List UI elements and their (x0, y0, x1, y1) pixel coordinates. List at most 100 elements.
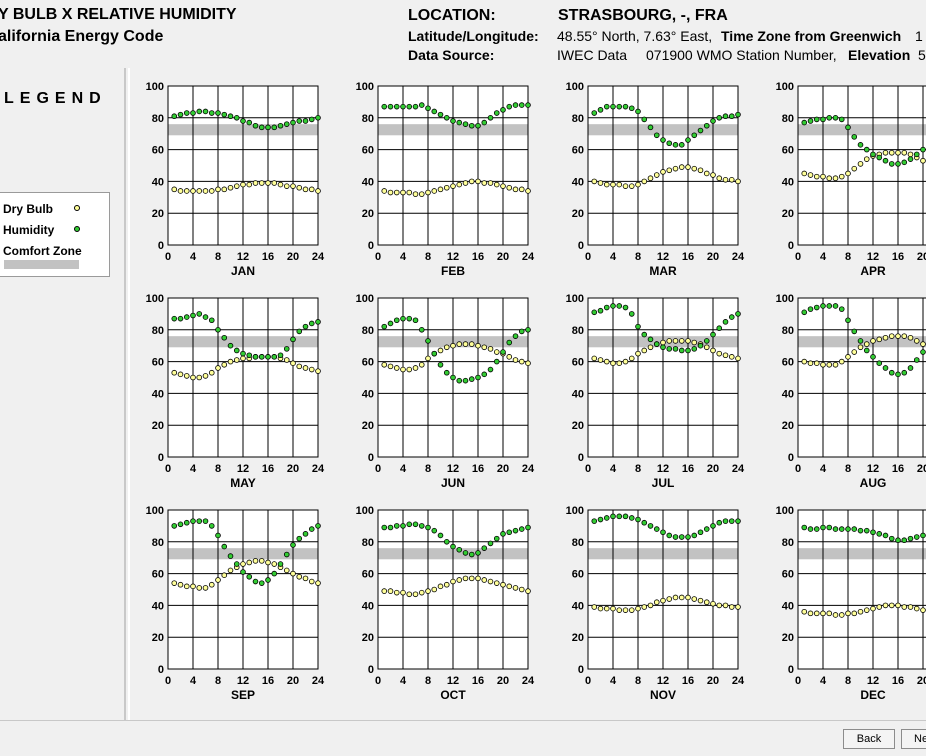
humidity-point (400, 103, 406, 110)
dry-bulb-point (826, 361, 833, 368)
x-tick-label: 12 (447, 675, 459, 687)
x-tick-label: 20 (707, 463, 719, 475)
humidity-point (202, 314, 209, 320)
dry-bulb-point (603, 181, 610, 188)
humidity-point (431, 108, 438, 115)
humidity-point (622, 304, 629, 311)
next-button[interactable]: Ne (901, 729, 926, 749)
dry-bulb-point (393, 365, 400, 371)
humidity-point (202, 108, 209, 115)
humidity-point (271, 570, 278, 577)
y-tick-label: 100 (146, 81, 164, 93)
dry-bulb-point (475, 575, 481, 582)
dry-bulb-point (177, 188, 184, 194)
humidity-point (302, 323, 309, 330)
humidity-point (406, 315, 413, 322)
humidity-point (895, 537, 901, 544)
humidity-point (813, 116, 820, 123)
dry-bulb-point (381, 188, 388, 194)
humidity-point (437, 361, 444, 368)
humidity-point (190, 312, 196, 319)
dry-bulb-point (418, 361, 425, 368)
dry-bulb-point (233, 183, 240, 189)
humidity-point (716, 519, 723, 526)
dry-bulb-point (381, 361, 388, 368)
y-tick-label: 20 (362, 420, 374, 432)
dry-bulb-point (895, 149, 901, 156)
dry-bulb-point (308, 186, 315, 193)
dry-bulb-point (882, 602, 889, 609)
dry-bulb-point (315, 368, 321, 374)
dry-bulb-point (678, 338, 685, 344)
dry-bulb-point (500, 183, 506, 189)
dry-bulb-point (728, 604, 735, 610)
humidity-point (493, 110, 500, 116)
humidity-point (290, 542, 296, 548)
x-tick-label: 0 (375, 251, 381, 263)
x-tick-label: 24 (732, 675, 745, 687)
humidity-point (271, 124, 278, 131)
dry-bulb-point (616, 607, 623, 613)
humidity-point (703, 122, 710, 129)
humidity-point (666, 346, 673, 352)
dry-bulb-point (227, 567, 234, 574)
humidity-point (475, 122, 481, 129)
plot-border (377, 85, 529, 246)
humidity-point (177, 315, 184, 322)
x-tick-label: 20 (497, 463, 509, 475)
x-tick-label: 4 (820, 251, 827, 263)
humidity-point (851, 526, 858, 532)
humidity-point (641, 519, 648, 526)
humidity-point (265, 124, 271, 131)
plot-border (797, 509, 926, 670)
dry-bulb-point (240, 561, 246, 567)
latlon-value: 48.55° North, 7.63° East, (557, 28, 713, 44)
x-tick-label: 8 (425, 463, 431, 475)
dry-bulb-point (271, 180, 278, 186)
chart-mar: 0 4 8 12 16 20 24 0 20 40 60 80 100 MAR (566, 81, 745, 278)
humidity-point (895, 161, 901, 167)
legend-humidity-marker (74, 226, 80, 232)
dry-bulb-point (807, 610, 814, 617)
dry-bulb-point (660, 169, 666, 175)
dry-bulb-point (710, 347, 716, 354)
legend-comfort-marker (4, 260, 79, 269)
humidity-point (722, 319, 729, 325)
dry-bulb-point (735, 178, 741, 185)
humidity-point (635, 516, 641, 523)
chart-jan: 0 4 8 12 16 20 24 0 20 40 60 80 100 JAN (146, 81, 325, 278)
humidity-point (697, 342, 704, 349)
dry-bulb-point (913, 338, 920, 344)
humidity-point (691, 132, 698, 139)
dry-bulb-point (851, 610, 858, 617)
dry-bulb-point (913, 605, 920, 612)
latlon-label: Latitude/Longitude: (408, 28, 539, 44)
bottom-bar: Back Ne (0, 720, 926, 756)
dry-bulb-point (171, 369, 178, 376)
dry-bulb-point (826, 175, 833, 182)
dry-bulb-point (412, 365, 419, 371)
dry-bulb-point (863, 341, 870, 347)
y-tick-label: 80 (782, 113, 794, 125)
x-tick-label: 16 (262, 251, 274, 263)
dry-bulb-point (845, 354, 851, 360)
humidity-point (393, 103, 400, 110)
humidity-point (863, 347, 870, 354)
humidity-point (710, 118, 716, 124)
humidity-point (233, 114, 240, 121)
dry-bulb-point (735, 604, 741, 610)
humidity-point (820, 524, 826, 531)
humidity-point (481, 545, 488, 551)
humidity-point (208, 110, 215, 116)
humidity-point (716, 325, 723, 332)
x-tick-label: 8 (215, 675, 221, 687)
y-tick-label: 40 (362, 600, 374, 612)
humidity-point (171, 113, 178, 120)
dry-bulb-point (475, 342, 481, 349)
x-tick-label: 16 (262, 675, 274, 687)
humidity-point (672, 142, 679, 148)
dry-bulb-point (468, 178, 475, 185)
dry-bulb-point (722, 177, 729, 183)
back-button[interactable]: Back (843, 729, 895, 749)
y-tick-label: 20 (152, 208, 164, 220)
